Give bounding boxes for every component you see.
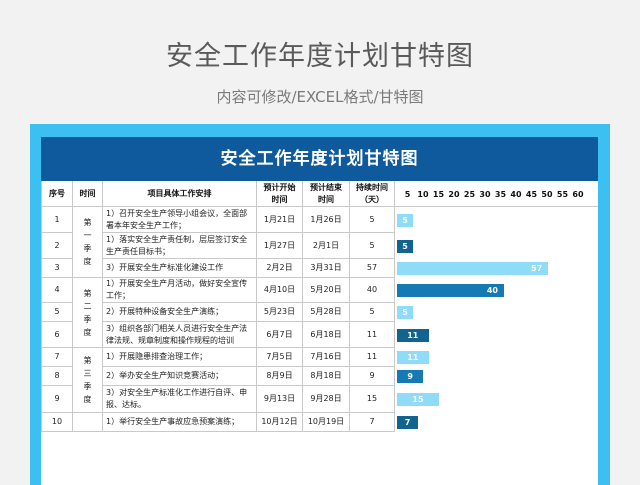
row-end: 5月20日: [303, 278, 350, 303]
gantt-bar: 57: [397, 262, 549, 275]
row-number: 7: [41, 348, 73, 367]
gantt-tick-label: 30: [479, 189, 491, 199]
row-task: 3）组织各部门相关人员进行安全生产法律法规、规章制度和操作规程的培训: [103, 322, 257, 348]
row-number: 9: [41, 386, 73, 413]
row-end: 3月31日: [303, 259, 350, 278]
row-task: 1）召开安全生产领导小组会议，全面部署本年安全生产工作；: [103, 207, 257, 233]
gantt-ticks: 5 10 15 20 25 30 35 40 45 50 55 60: [395, 181, 598, 207]
row-start: 9月13日: [257, 386, 303, 413]
row-number: 5: [41, 303, 73, 322]
row-end: 8月18日: [303, 367, 350, 386]
header-duration: 持续时间（天）: [350, 181, 395, 207]
row-task: 3）对安全生产标准化工作进行自评、申报、达标。: [103, 386, 257, 413]
row-number: 2: [41, 233, 73, 259]
season-cell-empty: [73, 413, 103, 432]
table-row: 8 2）举办安全生产知识竞赛活动； 8月9日 8月18日 9: [41, 367, 598, 386]
season-cell: 第三季度: [73, 348, 103, 413]
row-task: 3）开展安全生产标准化建设工作: [103, 259, 257, 278]
row-duration: 40: [350, 278, 395, 303]
row-task: 1）举行安全生产事故应急预案演练；: [103, 413, 257, 432]
header-end: 预计结束时间: [303, 181, 350, 207]
gantt-bar: 9: [397, 370, 424, 383]
row-end: 9月28日: [303, 386, 350, 413]
gantt-bar: 5: [397, 213, 413, 227]
gantt-tick-label: 45: [525, 189, 538, 199]
table-row: 10 1）举行安全生产事故应急预案演练； 10月12日 10月19日 7: [41, 413, 598, 432]
gantt-bar: 5: [397, 306, 413, 319]
table-row: 9 3）对安全生产标准化工作进行自评、申报、达标。 9月13日 9月28日 15: [41, 386, 598, 413]
gantt-bar: 5: [397, 239, 413, 253]
row-end: 2月1日: [303, 233, 350, 259]
row-number: 4: [41, 278, 73, 303]
gantt-bar: 11: [397, 351, 429, 364]
row-duration: 11: [350, 322, 395, 348]
table-row: 4 1）开展安全生产月活动，做好安全宣传工作； 4月10日 5月20日 40: [41, 278, 598, 303]
row-start: 5月23日: [257, 303, 303, 322]
row-duration: 9: [350, 367, 395, 386]
row-task: 2）举办安全生产知识竞赛活动；: [103, 367, 257, 386]
gantt-bar: 40: [397, 284, 504, 297]
sheet-frame: 安全工作年度计划甘特图 序号 时间 项目具体工作安排 预计开始时间 预计结束时间…: [30, 124, 610, 485]
gantt-sheet: 安全工作年度计划甘特图 序号 时间 项目具体工作安排 预计开始时间 预计结束时间…: [41, 137, 598, 485]
gantt-tick-label: 35: [494, 189, 507, 199]
row-start: 6月7日: [257, 322, 303, 348]
row-duration: 5: [350, 303, 395, 322]
row-duration: 5: [350, 207, 395, 233]
header-no: 序号: [41, 181, 73, 207]
header-row: 序号 时间 项目具体工作安排 预计开始时间 预计结束时间 持续时间（天） 5 10…: [41, 181, 598, 207]
page-title: 安全工作年度计划甘特图: [166, 41, 474, 72]
table-row: 5 2）开展特种设备安全生产演练； 5月23日 5月28日 5: [41, 303, 598, 322]
row-duration: 15: [350, 386, 395, 413]
row-task: 1）开展隐患排查治理工作；: [103, 348, 257, 367]
row-number: 10: [41, 413, 73, 432]
gantt-tick-label: 5: [404, 189, 411, 199]
header-start: 预计开始时间: [257, 181, 303, 207]
row-end: 1月26日: [303, 207, 350, 233]
row-duration: 57: [350, 259, 395, 278]
gantt-tick-label: 60: [572, 189, 584, 199]
row-task: 2）开展特种设备安全生产演练；: [103, 303, 257, 322]
gantt-tick-label: 15: [432, 189, 445, 199]
gantt-bar: 15: [397, 393, 439, 406]
page-subtitle: 内容可修改/EXCEL格式/甘特图: [216, 88, 424, 106]
gantt-tick-label: 55: [556, 189, 569, 199]
sheet-banner: 安全工作年度计划甘特图: [41, 137, 598, 181]
gantt-bar: 7: [397, 416, 419, 429]
row-duration: 11: [350, 348, 395, 367]
row-start: 1月21日: [257, 207, 303, 233]
gantt-bar: 11: [397, 328, 429, 342]
table-row: 2 1）落实安全生产责任制，层层签订安全生产责任目标书； 1月27日 2月1日 5: [41, 233, 598, 259]
row-number: 1: [41, 207, 73, 233]
row-number: 6: [41, 322, 73, 348]
gantt-tick-label: 20: [448, 189, 460, 199]
row-number: 3: [41, 259, 73, 278]
gantt-tick-label: 25: [463, 189, 476, 199]
table-row: 6 3）组织各部门相关人员进行安全生产法律法规、规章制度和操作规程的培训 6月7日 6…: [41, 322, 598, 348]
row-end: 7月16日: [303, 348, 350, 367]
row-task: 1）开展安全生产月活动，做好安全宣传工作；: [103, 278, 257, 303]
season-cell: 第二季度: [73, 278, 103, 348]
row-end: 5月28日: [303, 303, 350, 322]
row-task: 1）落实安全生产责任制，层层签订安全生产责任目标书；: [103, 233, 257, 259]
gantt-tick-label: 50: [541, 189, 553, 199]
season-cell: 第一季度: [73, 207, 103, 278]
row-start: 10月12日: [257, 413, 303, 432]
row-start: 7月5日: [257, 348, 303, 367]
header-period: 时间: [73, 181, 103, 207]
row-duration: 5: [350, 233, 395, 259]
table-row: 1 1）召开安全生产领导小组会议，全面部署本年安全生产工作； 1月21日 1月26日 5: [41, 207, 598, 233]
row-start: 4月10日: [257, 278, 303, 303]
row-end: 10月19日: [303, 413, 350, 432]
row-start: 2月2日: [257, 259, 303, 278]
row-end: 6月18日: [303, 322, 350, 348]
header-task: 项目具体工作安排: [103, 181, 257, 207]
row-start: 1月27日: [257, 233, 303, 259]
table-row: 7 1）开展隐患排查治理工作； 7月5日 7月16日 11: [41, 348, 598, 367]
gantt-tick-label: 40: [510, 189, 522, 199]
row-number: 8: [41, 367, 73, 386]
row-duration: 7: [350, 413, 395, 432]
gantt-tick-label: 10: [417, 189, 429, 199]
row-start: 8月9日: [257, 367, 303, 386]
table-row: 3 3）开展安全生产标准化建设工作 2月2日 3月31日 57: [41, 259, 598, 278]
